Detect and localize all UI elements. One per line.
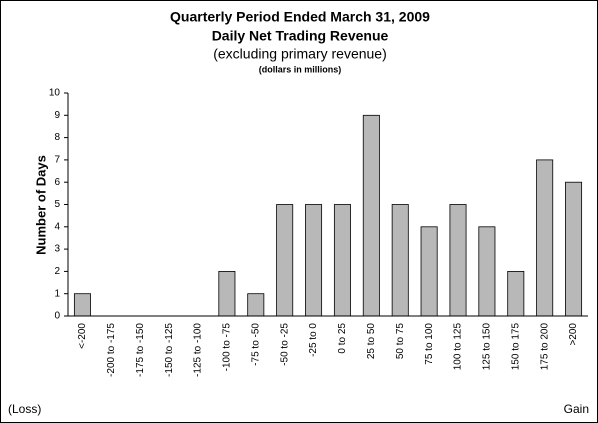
- x-tick-label: 100 to 125: [453, 323, 464, 371]
- bar: [73, 293, 91, 317]
- bar: [536, 159, 554, 317]
- x-tick-label: 75 to 100: [424, 323, 435, 365]
- bar: [420, 226, 438, 317]
- y-tick-label: 8: [54, 132, 60, 143]
- x-tick-label: -75 to -50: [250, 323, 261, 366]
- y-tick-label: 9: [54, 110, 60, 121]
- x-tick-label: -25 to 0: [308, 323, 319, 357]
- x-tick-label: -100 to -75: [222, 323, 233, 372]
- bar: [565, 181, 583, 317]
- x-tick-label: -200 to -175: [106, 323, 117, 377]
- y-tick-label: 10: [49, 88, 61, 99]
- annotation: Gain: [564, 402, 589, 416]
- x-tick-label: 25 to 50: [366, 323, 377, 360]
- x-tick-label: 0 to 25: [337, 323, 348, 354]
- chart-subtitle: Daily Net Trading Revenue: [212, 28, 389, 44]
- x-tick-label: -175 to -150: [135, 323, 146, 377]
- bar: [333, 204, 351, 317]
- y-tick-label: 5: [54, 199, 60, 210]
- chart-subtitle: (excluding primary revenue): [213, 46, 387, 62]
- bar: [391, 204, 409, 317]
- x-tick-label: -125 to -100: [193, 323, 204, 377]
- bar: [478, 226, 496, 317]
- y-tick-label: 7: [54, 155, 60, 166]
- bar: [247, 293, 265, 317]
- x-tick-label: >200: [568, 323, 579, 346]
- x-tick-label: 50 to 75: [395, 323, 406, 360]
- y-tick-label: 1: [54, 288, 60, 299]
- y-axis-label: Number of Days: [33, 155, 48, 255]
- x-tick-label: 150 to 175: [510, 323, 521, 371]
- bar: [449, 204, 467, 317]
- bar: [276, 204, 294, 317]
- y-tick-label: 0: [54, 311, 60, 322]
- x-tick-label: -150 to -125: [164, 323, 175, 377]
- y-tick-label: 3: [54, 244, 60, 255]
- x-tick-label: <-200: [77, 323, 88, 349]
- units-note: (dollars in millions): [259, 64, 342, 74]
- x-tick-label: 175 to 200: [539, 323, 550, 371]
- x-tick-label: 125 to 150: [482, 323, 493, 371]
- y-tick-label: 2: [54, 266, 60, 277]
- bar: [218, 270, 236, 317]
- bar: [362, 114, 380, 317]
- y-tick-label: 6: [54, 177, 60, 188]
- chart-title: Quarterly Period Ended March 31, 2009: [170, 9, 430, 25]
- annotation: (Loss): [8, 402, 41, 416]
- y-tick-label: 4: [54, 221, 60, 232]
- bar: [305, 204, 323, 317]
- x-tick-label: -50 to -25: [279, 323, 290, 366]
- bar: [507, 270, 525, 317]
